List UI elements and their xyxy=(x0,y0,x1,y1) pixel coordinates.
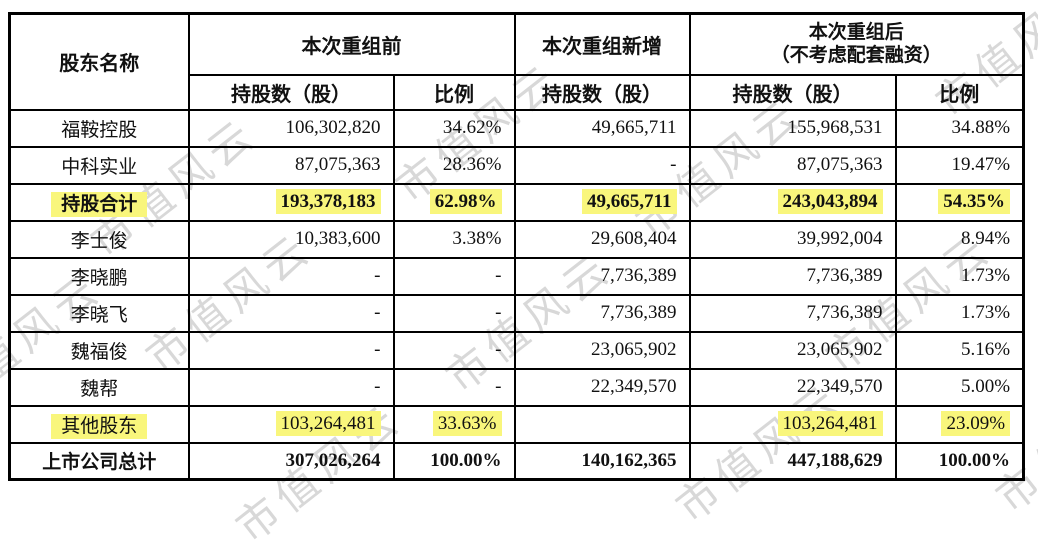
table-row: 李晓鹏 - - 7,736,389 7,736,389 1.73% xyxy=(8,256,1025,296)
table-row: 中科实业 87,075,363 28.36% - 87,075,363 19.4… xyxy=(8,145,1025,185)
post-shares-cell: 7,736,389 xyxy=(688,256,897,296)
shareholder-name-cell: 李晓飞 xyxy=(8,293,190,333)
highlighted-value: 193,378,183 xyxy=(275,189,381,214)
shareholder-name-cell: 李士俊 xyxy=(8,219,190,259)
shareholder-name-cell: 其他股东 xyxy=(8,404,190,444)
post-shares-cell: 447,188,629 xyxy=(688,441,897,481)
post-shares-cell: 39,992,004 xyxy=(688,219,897,259)
pre-shares-cell: 87,075,363 xyxy=(187,145,395,185)
pre-ratio-cell: - xyxy=(392,330,516,370)
highlighted-value: 49,665,711 xyxy=(582,189,677,214)
post-shares-cell: 23,065,902 xyxy=(688,330,897,370)
highlighted-value: 持股合计 xyxy=(51,191,148,217)
table-row: 李士俊 10,383,600 3.38% 29,608,404 39,992,0… xyxy=(8,219,1025,259)
pre-ratio-cell: 28.36% xyxy=(392,145,516,185)
header-post-ratio: 比例 xyxy=(894,73,1025,111)
pre-ratio-cell: - xyxy=(392,293,516,333)
pre-shares-cell: 10,383,600 xyxy=(187,219,395,259)
pre-ratio-cell: - xyxy=(392,256,516,296)
shareholder-name-cell: 李晓鹏 xyxy=(8,256,190,296)
table-row: 李晓飞 - - 7,736,389 7,736,389 1.73% xyxy=(8,293,1025,333)
table-row: 福鞍控股 106,302,820 34.62% 49,665,711 155,9… xyxy=(8,108,1025,148)
new-shares-cell: 7,736,389 xyxy=(513,256,691,296)
pre-ratio-cell: 33.63% xyxy=(392,404,516,444)
header-sub-row: 持股数（股） 比例 持股数（股） 持股数（股） 比例 xyxy=(10,73,1025,111)
shareholder-name-cell: 持股合计 xyxy=(8,182,190,222)
pre-shares-cell: - xyxy=(187,256,395,296)
post-shares-cell: 87,075,363 xyxy=(688,145,897,185)
highlighted-value: 243,043,894 xyxy=(777,189,883,214)
pre-shares-cell: - xyxy=(187,367,395,407)
highlighted-value: 23.09% xyxy=(941,411,1011,436)
post-ratio-cell: 1.73% xyxy=(894,256,1025,296)
pre-ratio-cell: 3.38% xyxy=(392,219,516,259)
new-shares-cell: 49,665,711 xyxy=(513,182,691,222)
highlighted-value: 103,264,481 xyxy=(777,411,883,436)
header-shareholder-name: 股东名称 xyxy=(8,12,190,111)
post-ratio-cell: 23.09% xyxy=(894,404,1025,444)
new-shares-cell: 140,162,365 xyxy=(513,441,691,481)
pre-shares-cell: 106,302,820 xyxy=(187,108,395,148)
new-shares-cell: - xyxy=(513,145,691,185)
table-row: 魏帮 - - 22,349,570 22,349,570 5.00% xyxy=(8,367,1025,407)
shareholder-name-cell: 福鞍控股 xyxy=(8,108,190,148)
post-ratio-cell: 8.94% xyxy=(894,219,1025,259)
post-ratio-cell: 34.88% xyxy=(894,108,1025,148)
header-group-row: 股东名称 本次重组前 本次重组新增 本次重组后 （不考虑配套融资） xyxy=(8,12,1025,111)
post-ratio-cell: 1.73% xyxy=(894,293,1025,333)
post-shares-cell: 7,736,389 xyxy=(688,293,897,333)
table-row: 魏福俊 - - 23,065,902 23,065,902 5.16% xyxy=(8,330,1025,370)
header-group-post-restructuring: 本次重组后 （不考虑配套融资） xyxy=(688,12,1025,75)
new-shares-cell: 7,736,389 xyxy=(513,293,691,333)
table-row-subtotal: 持股合计 193,378,183 62.98% 49,665,711 243,0… xyxy=(8,182,1025,222)
post-ratio-cell: 5.16% xyxy=(894,330,1025,370)
pre-ratio-cell: 34.62% xyxy=(392,108,516,148)
post-shares-cell: 22,349,570 xyxy=(688,367,897,407)
header-pre-shares: 持股数（股） xyxy=(187,73,395,111)
table-row-total: 上市公司总计 307,026,264 100.00% 140,162,365 4… xyxy=(8,441,1025,481)
table-header: 股东名称 本次重组前 本次重组新增 本次重组后 （不考虑配套融资） 持股数（股）… xyxy=(8,12,1025,111)
highlighted-value: 62.98% xyxy=(429,189,502,214)
header-group-pre-restructuring: 本次重组前 xyxy=(187,12,516,75)
new-shares-cell: 22,349,570 xyxy=(513,367,691,407)
post-ratio-cell: 54.35% xyxy=(894,182,1025,222)
highlighted-value: 103,264,481 xyxy=(275,411,381,436)
shareholding-table: 股东名称 本次重组前 本次重组新增 本次重组后 （不考虑配套融资） 持股数（股）… xyxy=(8,12,1026,481)
pre-shares-cell: 193,378,183 xyxy=(187,182,395,222)
highlighted-value: 其他股东 xyxy=(51,413,148,439)
new-shares-cell: 29,608,404 xyxy=(513,219,691,259)
pre-shares-cell: - xyxy=(187,293,395,333)
pre-ratio-cell: - xyxy=(392,367,516,407)
pre-shares-cell: - xyxy=(187,330,395,370)
new-shares-cell: 49,665,711 xyxy=(513,108,691,148)
post-ratio-cell: 19.47% xyxy=(894,145,1025,185)
highlighted-value: 33.63% xyxy=(432,411,502,436)
pre-shares-cell: 307,026,264 xyxy=(187,441,395,481)
new-shares-cell: 23,065,902 xyxy=(513,330,691,370)
post-shares-cell: 243,043,894 xyxy=(688,182,897,222)
header-new-shares: 持股数（股） xyxy=(513,73,691,111)
post-ratio-cell: 5.00% xyxy=(894,367,1025,407)
post-ratio-cell: 100.00% xyxy=(894,441,1025,481)
pre-ratio-cell: 62.98% xyxy=(392,182,516,222)
highlighted-value: 54.35% xyxy=(938,189,1011,214)
shareholder-name-cell: 魏帮 xyxy=(8,367,190,407)
pre-shares-cell: 103,264,481 xyxy=(187,404,395,444)
shareholder-name-cell: 中科实业 xyxy=(8,145,190,185)
header-pre-ratio: 比例 xyxy=(392,73,516,111)
shareholder-name-cell: 魏福俊 xyxy=(8,330,190,370)
table-body: 福鞍控股 106,302,820 34.62% 49,665,711 155,9… xyxy=(8,108,1025,481)
table-row-other-shareholders: 其他股东 103,264,481 33.63% 103,264,481 23.0… xyxy=(8,404,1025,444)
pre-ratio-cell: 100.00% xyxy=(392,441,516,481)
post-shares-cell: 155,968,531 xyxy=(688,108,897,148)
header-post-shares: 持股数（股） xyxy=(688,73,897,111)
header-group-new-shares: 本次重组新增 xyxy=(513,12,691,75)
new-shares-cell xyxy=(513,404,691,444)
shareholder-name-cell: 上市公司总计 xyxy=(8,441,190,481)
post-shares-cell: 103,264,481 xyxy=(688,404,897,444)
